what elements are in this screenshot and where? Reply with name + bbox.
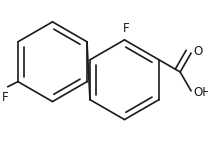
- Text: O: O: [194, 45, 203, 58]
- Text: OH: OH: [194, 86, 208, 99]
- Text: F: F: [2, 91, 8, 104]
- Text: F: F: [123, 22, 129, 35]
